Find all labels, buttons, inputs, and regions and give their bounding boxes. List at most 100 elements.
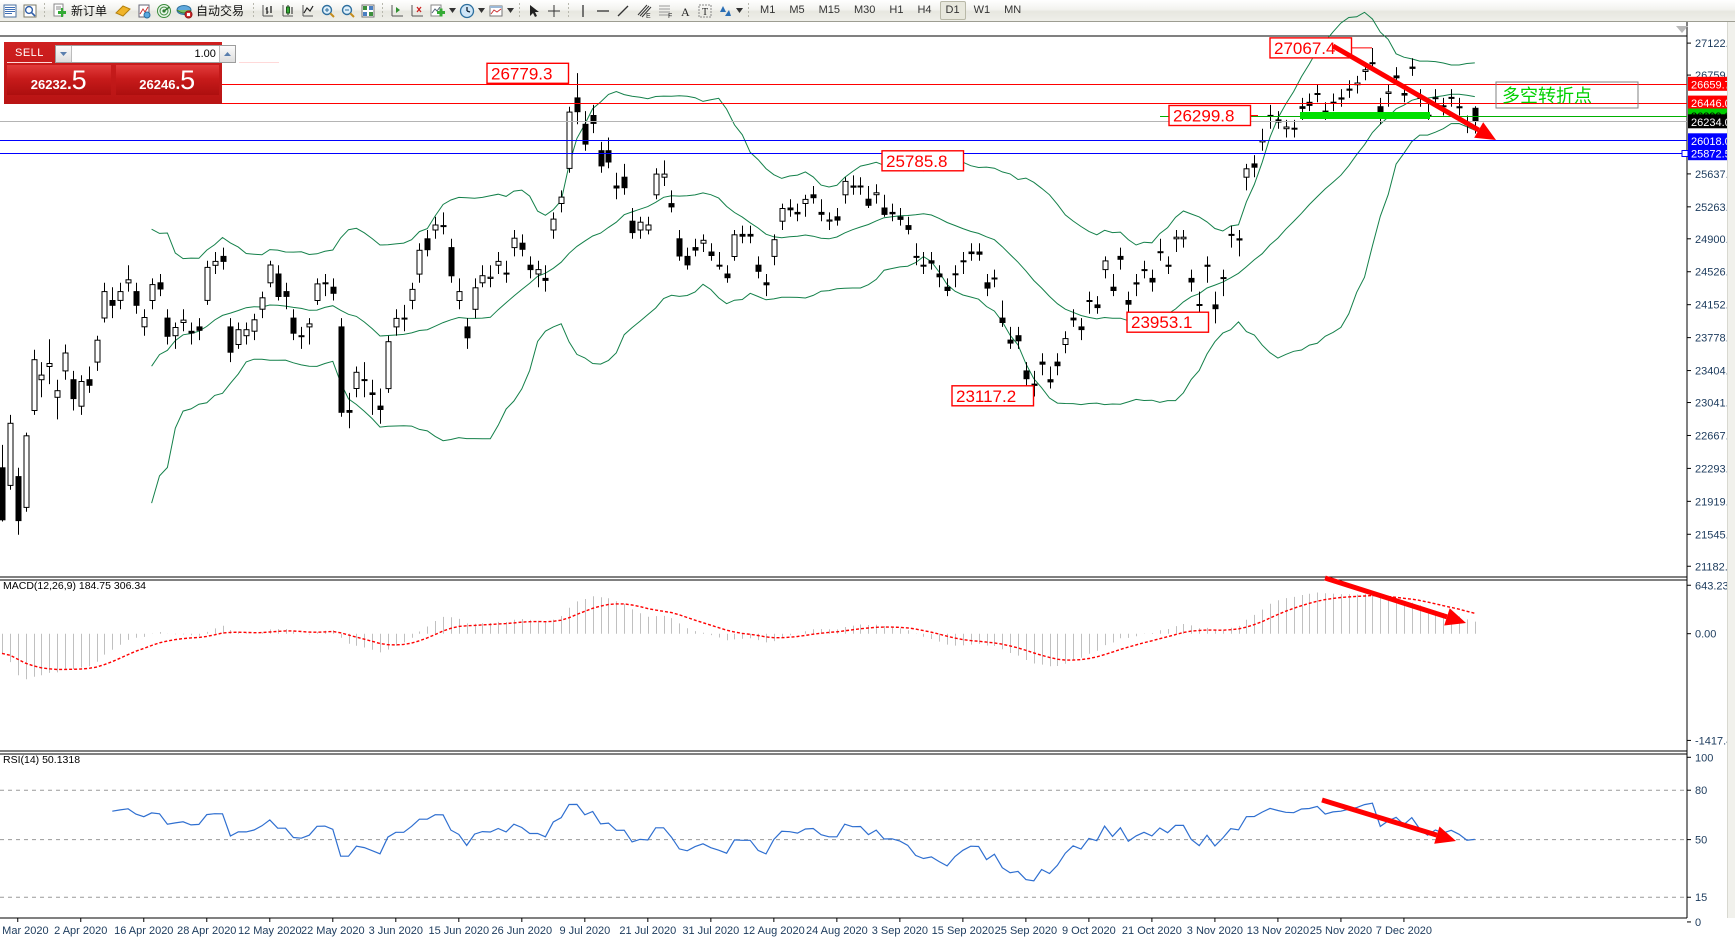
price-tick-label: 23778.0 (1695, 333, 1735, 345)
sell-price-block[interactable]: 26232. 5 (7, 65, 111, 95)
macd-down-arrow[interactable] (1324, 575, 1466, 626)
candlestick-series (0, 48, 1479, 535)
toolbar-separator (253, 2, 255, 19)
tile-windows-icon[interactable] (358, 1, 378, 21)
rsi-tick-label: 80 (1695, 785, 1707, 797)
price-annotation-25785.8[interactable]: 25785.8 (881, 150, 965, 172)
sell-button[interactable]: SELL (7, 45, 52, 63)
timeframe-m30[interactable]: M30 (854, 4, 876, 16)
chart-background (0, 22, 1687, 918)
volume-stepper[interactable] (54, 45, 236, 63)
axis-price-label-26018.0: 26018.0 (1688, 133, 1734, 148)
timeframe-w1[interactable]: W1 (973, 4, 991, 16)
candlestick-chart-icon[interactable] (278, 1, 298, 21)
chevron-down-icon[interactable] (477, 2, 486, 20)
fibonacci-icon[interactable]: F (655, 1, 677, 21)
rsi-indicator-label: RSI(14) 50.1318 (3, 754, 80, 766)
new-order-label[interactable]: 新订单 (71, 3, 108, 18)
buy-price-main: 26246 (139, 77, 176, 92)
chart-collapse-icon[interactable] (1676, 26, 1688, 33)
date-tick-label: 3 Sep 2020 (872, 925, 928, 937)
price-tick-label: 21545.0 (1695, 529, 1735, 541)
timeframe-h4[interactable]: H4 (917, 4, 932, 16)
svg-text:A: A (681, 5, 690, 19)
rsi-down-arrow[interactable] (1321, 797, 1456, 844)
price-tick-label: 23404.0 (1695, 366, 1735, 378)
text-label-icon[interactable]: T (695, 1, 715, 21)
zoom-out-icon[interactable] (338, 1, 358, 21)
horizontal-line-icon[interactable] (593, 1, 613, 21)
date-tick-label: 9 Oct 2020 (1062, 925, 1116, 937)
volume-decrease-button[interactable] (55, 46, 72, 62)
trendline-icon[interactable] (613, 1, 633, 21)
arrow-shaft (1324, 575, 1448, 620)
price-annotation-23117.2[interactable]: 23117.2 (951, 385, 1035, 407)
volume-increase-button[interactable] (218, 46, 235, 62)
auto-scroll-icon[interactable] (407, 1, 427, 21)
signals-icon[interactable] (134, 1, 154, 21)
macd-signal-line (1, 594, 1475, 671)
cursor-icon[interactable] (524, 1, 544, 21)
vertical-line-icon[interactable] (573, 1, 593, 21)
periods-icon[interactable] (457, 1, 477, 21)
new-order-icon[interactable] (49, 1, 70, 21)
line-chart-icon[interactable] (298, 1, 318, 21)
timeframe-m15[interactable]: M15 (818, 4, 840, 16)
equidistant-channel-icon[interactable]: E (633, 1, 655, 21)
zoom-in-icon[interactable] (318, 1, 338, 21)
timeframe-group: M1 M5 M15 M30 H1 H4 D1 W1 MN (753, 1, 1028, 20)
date-tick-label: 9 Jul 2020 (559, 925, 610, 937)
price-tick-label: 25263.0 (1695, 202, 1735, 214)
date-tick-label: 16 Apr 2020 (114, 925, 173, 937)
mql-community-icon[interactable] (112, 1, 134, 21)
arrow-shaft (1331, 43, 1480, 133)
buy-button[interactable]: BUY (238, 45, 280, 63)
terminal-icon[interactable] (0, 1, 20, 21)
annotation-label: 23117.2 (956, 387, 1016, 406)
date-tick-label: 12 May 2020 (238, 925, 302, 937)
templates-icon[interactable] (486, 1, 506, 21)
sell-price-last-digit: 5 (71, 65, 87, 95)
axis-price-label-text: 25872.5 (1691, 149, 1731, 161)
timeframe-mn[interactable]: MN (1004, 4, 1022, 16)
main-toolbar: 新订单 自动交易 E F A T M1 M5 M15 M30 H1 H4 D1 W1 MN (0, 0, 1735, 22)
timeframe-m5[interactable]: M5 (789, 4, 805, 16)
date-tick-label: 25 Nov 2020 (1310, 925, 1372, 937)
date-tick-label: 15 Jun 2020 (429, 925, 490, 937)
chevron-down-icon[interactable] (448, 2, 457, 20)
auto-trading-label[interactable]: 自动交易 (196, 3, 245, 18)
date-tick-label: 7 Dec 2020 (1376, 925, 1432, 937)
bid-line-handle[interactable] (1681, 150, 1689, 157)
price-annotation-26779.3[interactable]: 26779.3 (486, 62, 570, 84)
chart-shift-icon[interactable] (387, 1, 407, 21)
buy-price-last-digit: 5 (180, 65, 196, 95)
market-icon[interactable] (154, 1, 174, 21)
timeframe-d1[interactable]: D1 (939, 1, 966, 20)
trade-panel-prices: 26232. 5 26246. 5 (4, 64, 222, 98)
timeframe-h1[interactable]: H1 (889, 4, 904, 16)
shapes-icon[interactable] (715, 1, 735, 21)
auto-trading-icon[interactable] (174, 1, 195, 21)
date-tick-label: 23 Mar 2020 (0, 925, 49, 937)
date-tick-label: 21 Oct 2020 (1122, 925, 1182, 937)
price-annotation-27067.4[interactable]: 27067.4 (1269, 37, 1372, 59)
one-click-trading-panel[interactable]: SELL BUY 26232.5 26246.5 (4, 42, 280, 104)
main-down-arrow[interactable] (1331, 43, 1496, 140)
volume-input[interactable] (71, 47, 219, 61)
text-icon[interactable]: A (677, 1, 695, 21)
chevron-down-icon[interactable] (735, 2, 744, 20)
bar-chart-icon[interactable] (258, 1, 278, 21)
buy-price-block[interactable]: 26246. 5 (115, 65, 219, 95)
indicators-icon[interactable] (427, 1, 448, 21)
bollinger-middle-band (151, 93, 1475, 367)
chevron-down-icon[interactable] (506, 2, 515, 20)
crosshair-icon[interactable] (544, 1, 564, 21)
price-annotation-26299.8[interactable]: 26299.8 (1168, 104, 1258, 127)
axis-price-label-text: 26446.0 (1691, 98, 1731, 110)
timeframe-m1[interactable]: M1 (760, 4, 776, 16)
data-window-icon[interactable] (20, 1, 40, 21)
chart-vertical-scrollbar[interactable] (1727, 22, 1735, 918)
trend-reversal-note[interactable]: 多空转折点 (1495, 81, 1639, 109)
price-annotation-23953.1[interactable]: 23953.1 (1126, 311, 1210, 333)
